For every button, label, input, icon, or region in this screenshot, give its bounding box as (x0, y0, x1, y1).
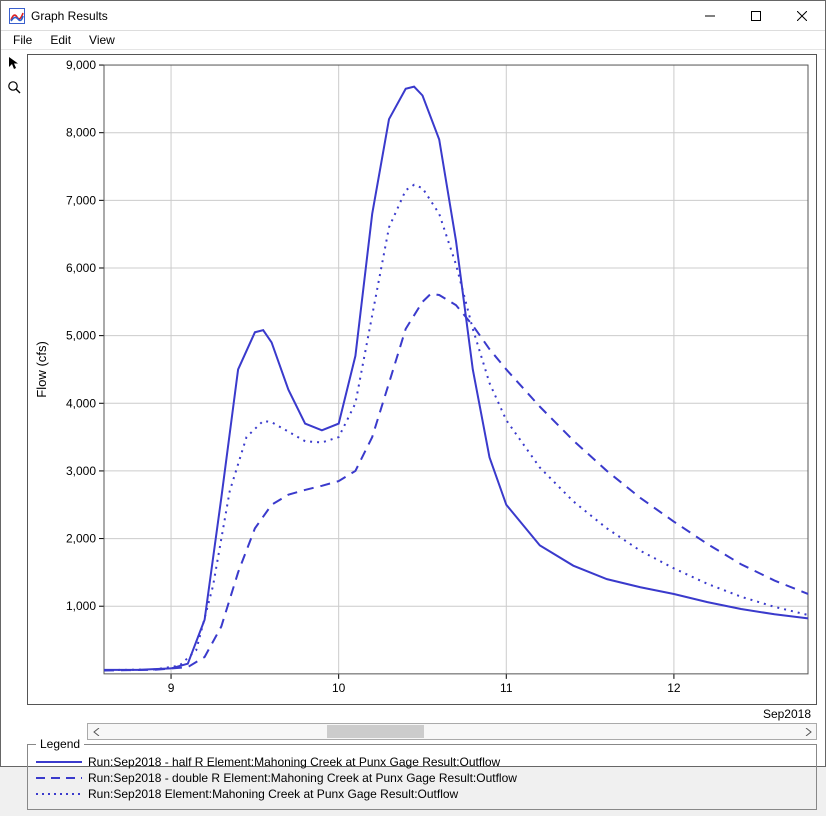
menu-edit[interactable]: Edit (42, 31, 79, 49)
scroll-thumb[interactable] (327, 725, 424, 738)
window-controls (687, 1, 825, 30)
scroll-left-button[interactable] (88, 724, 105, 739)
svg-text:12: 12 (667, 681, 681, 695)
scroll-right-button[interactable] (799, 724, 816, 739)
legend-item-label: Run:Sep2018 Element:Mahoning Creek at Pu… (88, 787, 458, 801)
xaxis-period-label: Sep2018 (27, 705, 817, 721)
svg-text:9: 9 (168, 681, 175, 695)
legend-line-icon (36, 788, 82, 800)
zoom-tool[interactable] (5, 78, 23, 96)
menu-file[interactable]: File (5, 31, 40, 49)
legend-item[interactable]: Run:Sep2018 - double R Element:Mahoning … (36, 771, 808, 785)
legend-line-icon (36, 756, 82, 768)
app-window: Graph Results File Edit View 1,000 2,000 3… (0, 0, 826, 767)
chart-area[interactable]: 1,000 2,000 3,000 4,000 5,000 6,000 7,000 8,000… (27, 54, 817, 705)
svg-text:6,000: 6,000 (66, 261, 96, 275)
maximize-button[interactable] (733, 1, 779, 30)
svg-text:3,000: 3,000 (66, 464, 96, 478)
svg-text:9,000: 9,000 (66, 58, 96, 72)
svg-text:Flow (cfs): Flow (cfs) (34, 341, 49, 398)
tool-strip (1, 50, 27, 816)
app-icon (9, 8, 25, 24)
horizontal-scrollbar[interactable] (87, 723, 817, 740)
legend-item-label: Run:Sep2018 - double R Element:Mahoning … (88, 771, 517, 785)
close-button[interactable] (779, 1, 825, 30)
svg-text:7,000: 7,000 (66, 193, 96, 207)
titlebar: Graph Results (1, 1, 825, 31)
svg-text:2,000: 2,000 (66, 532, 96, 546)
svg-text:5,000: 5,000 (66, 329, 96, 343)
minimize-button[interactable] (687, 1, 733, 30)
scroll-track[interactable] (105, 724, 799, 739)
legend-item[interactable]: Run:Sep2018 Element:Mahoning Creek at Pu… (36, 787, 808, 801)
svg-text:8,000: 8,000 (66, 126, 96, 140)
svg-text:10: 10 (332, 681, 346, 695)
svg-text:4,000: 4,000 (66, 396, 96, 410)
svg-text:11: 11 (500, 681, 513, 695)
legend-title: Legend (36, 737, 84, 751)
pointer-tool[interactable] (5, 54, 23, 72)
legend-box: Legend Run:Sep2018 - half R Element:Maho… (27, 744, 817, 810)
main-area: 1,000 2,000 3,000 4,000 5,000 6,000 7,000 8,000… (27, 50, 825, 816)
menubar: File Edit View (1, 31, 825, 50)
menu-view[interactable]: View (81, 31, 123, 49)
legend-line-icon (36, 772, 82, 784)
window-title: Graph Results (31, 9, 687, 23)
svg-text:1,000: 1,000 (66, 599, 96, 613)
